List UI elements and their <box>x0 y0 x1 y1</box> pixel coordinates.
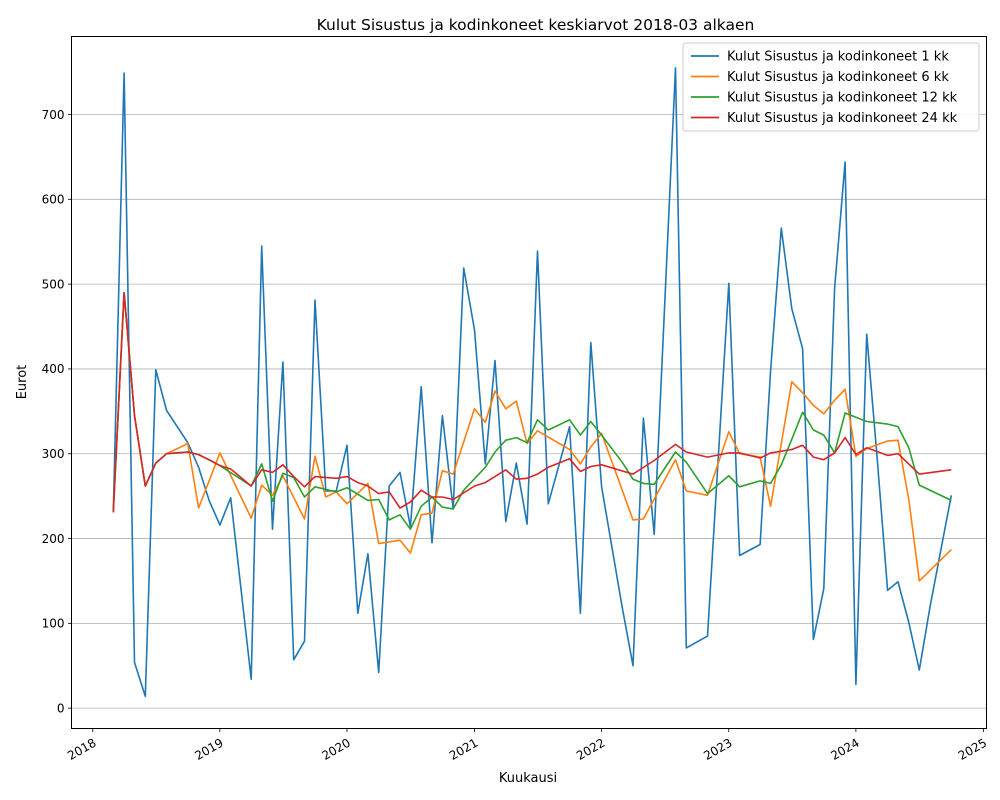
series-line-1 <box>113 68 951 696</box>
legend-label: Kulut Sisustus ja kodinkoneet 24 kk <box>727 111 958 126</box>
y-tick-label: 200 <box>42 532 65 546</box>
x-tick-label: 2022 <box>574 736 607 763</box>
y-tick-label: 400 <box>42 362 65 376</box>
y-tick-label: 600 <box>42 193 65 207</box>
x-axis-label: Kuukausi <box>499 771 557 786</box>
legend-label: Kulut Sisustus ja kodinkoneet 1 kk <box>727 50 949 65</box>
x-tick-label: 2018 <box>65 736 98 763</box>
y-tick-label: 0 <box>57 701 65 715</box>
x-tick-label: 2023 <box>701 736 734 763</box>
y-tick-label: 700 <box>42 108 65 122</box>
x-tick-label: 2021 <box>447 736 480 763</box>
y-tick-label: 500 <box>42 277 65 291</box>
legend-label: Kulut Sisustus ja kodinkoneet 6 kk <box>727 70 949 85</box>
x-tick-label: 2019 <box>192 736 225 763</box>
legend: Kulut Sisustus ja kodinkoneet 1 kk Kulut … <box>683 43 979 131</box>
series-layer <box>113 68 951 696</box>
x-tick-label: 2020 <box>319 736 352 763</box>
chart-title: Kulut Sisustus ja kodinkoneet keskiarvot… <box>317 16 755 34</box>
x-tick-label: 2024 <box>828 736 861 763</box>
y-tick-label: 100 <box>42 617 65 631</box>
x-tick-label: 2025 <box>956 736 989 763</box>
y-tick-label: 300 <box>42 447 65 461</box>
y-axis-label: Eurot <box>15 365 30 400</box>
legend-label: Kulut Sisustus ja kodinkoneet 12 kk <box>727 91 958 106</box>
